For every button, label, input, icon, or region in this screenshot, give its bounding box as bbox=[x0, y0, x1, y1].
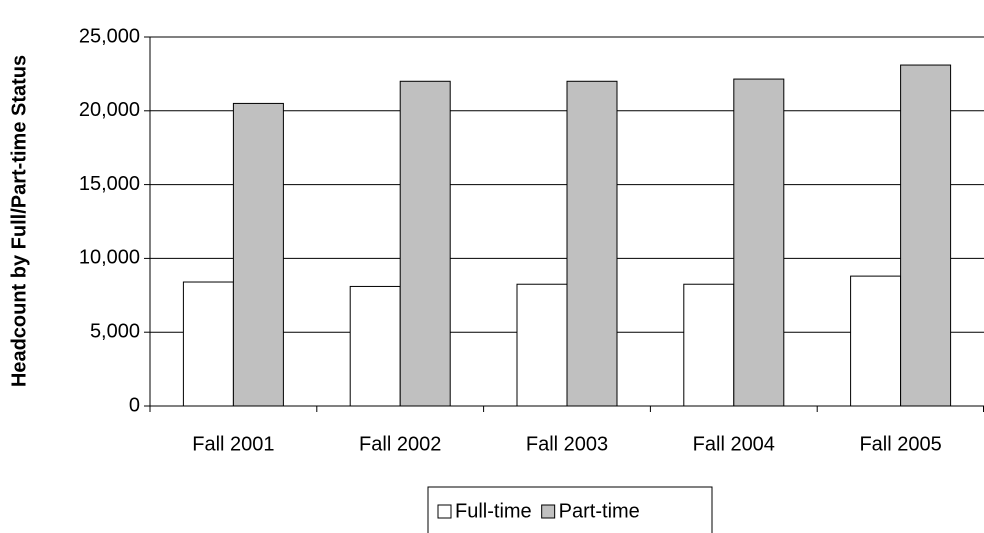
y-tick-label: 10,000 bbox=[79, 247, 140, 269]
bar bbox=[399, 80, 451, 407]
x-tick-label: Fall 2005 bbox=[859, 433, 941, 455]
x-tick-label: Fall 2004 bbox=[693, 433, 775, 455]
legend-box bbox=[427, 486, 713, 533]
y-tick-label: 0 bbox=[129, 394, 140, 416]
x-tick-label: Fall 2003 bbox=[526, 433, 608, 455]
legend-swatch bbox=[541, 504, 556, 519]
bar bbox=[516, 283, 568, 407]
y-tick-label: 20,000 bbox=[79, 99, 140, 121]
bar bbox=[900, 64, 952, 407]
bar bbox=[182, 281, 234, 407]
x-tick-label: Fall 2002 bbox=[359, 433, 441, 455]
bar bbox=[566, 80, 618, 407]
y-tick-label: 25,000 bbox=[79, 25, 140, 47]
bar bbox=[850, 275, 902, 407]
x-tick-label: Fall 2001 bbox=[192, 433, 274, 455]
bar bbox=[232, 102, 284, 407]
y-tick-label: 5,000 bbox=[90, 320, 140, 342]
y-tick-label: 15,000 bbox=[79, 173, 140, 195]
legend-label: Full-time bbox=[455, 500, 532, 522]
bar bbox=[349, 285, 401, 407]
legend-swatch bbox=[437, 504, 452, 519]
bar bbox=[733, 78, 785, 407]
bar bbox=[683, 283, 735, 407]
legend-label: Part-time bbox=[559, 500, 640, 522]
y-axis-label: Headcount by Full/Part-time Status bbox=[8, 55, 30, 387]
